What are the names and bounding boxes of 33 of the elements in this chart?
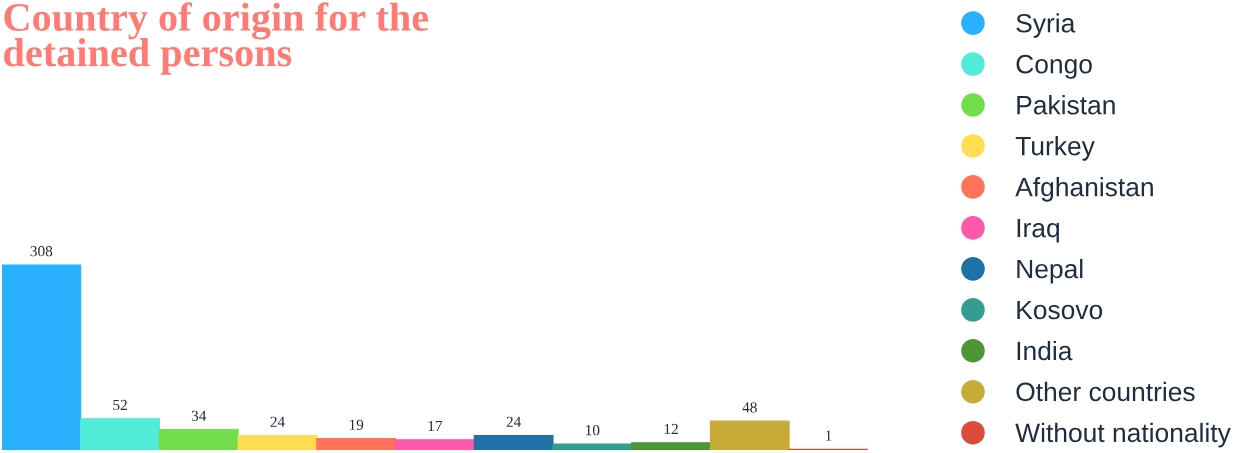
chart-title: Country of origin for the detained persons [4,2,429,75]
data-label: 12 [664,423,678,434]
data-label: 34 [191,410,207,421]
legend-label: Nepal [1017,258,1083,284]
legend-label: Syria [1016,13,1076,38]
legend-label: Turkey [1015,136,1095,161]
bar [1,264,82,450]
data-label: 1 [825,430,832,441]
legend-label: Other countries [1016,381,1195,402]
data-label: 308 [30,246,53,257]
legend-label: Iraq [1017,218,1059,243]
bar [80,418,160,450]
data-label: 24 [506,416,522,427]
bar [473,435,554,450]
legend-label: Congo [1016,54,1092,79]
bar [631,442,711,450]
data-label: 19 [349,419,364,430]
bar [316,438,397,450]
legend-label: Afghanistan [1015,177,1153,202]
bar [394,439,475,450]
data-label: 52 [113,399,127,411]
bar [709,420,790,450]
data-label: 10 [586,425,600,436]
bar [237,435,318,450]
data-label: 48 [742,402,757,413]
bar [552,443,633,450]
legend-label: Pakistan [1017,95,1115,115]
data-label: 24 [270,416,285,427]
legend-label: Kosovo [1017,300,1103,320]
bar [158,429,239,450]
data-label: 17 [428,420,443,431]
legend-label: India [1017,340,1073,361]
legend-label: Without nationality [1015,422,1231,448]
